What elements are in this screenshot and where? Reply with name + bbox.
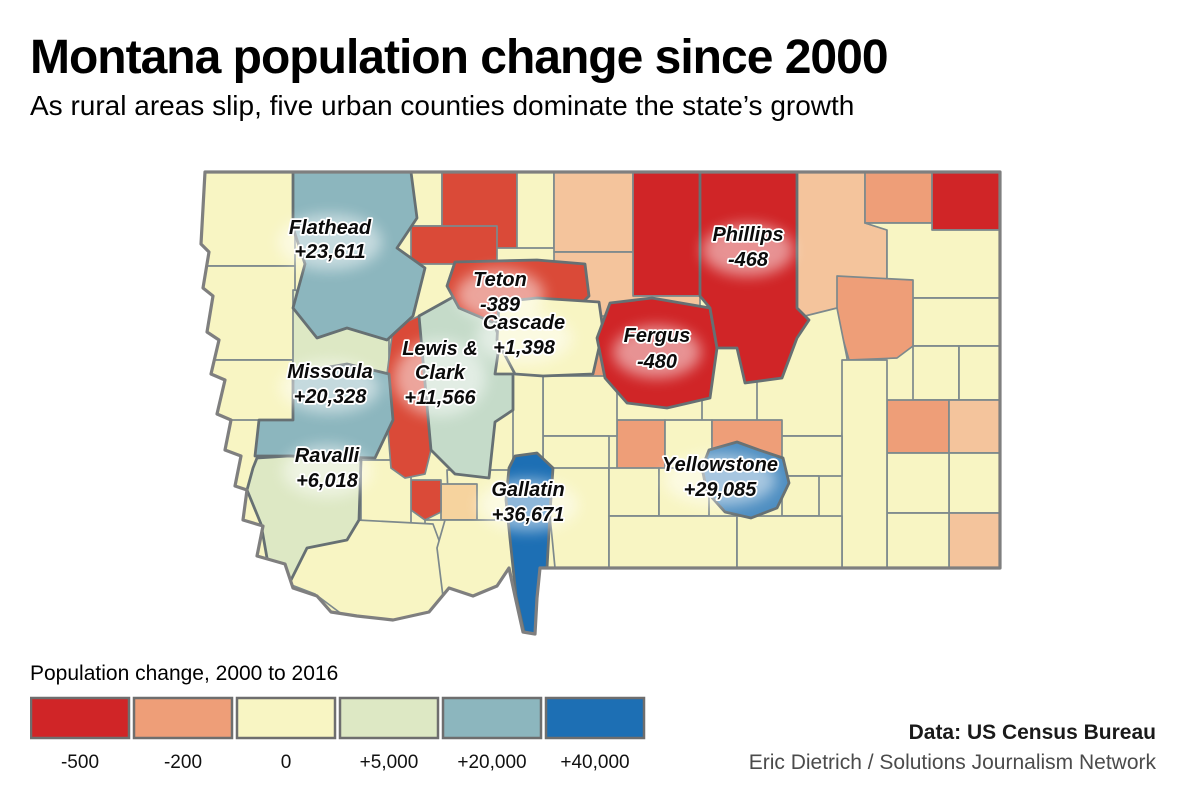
county-fallon-south — [948, 452, 1000, 514]
county-liberty — [516, 172, 555, 249]
county-hill — [553, 172, 634, 253]
county-sanders — [201, 265, 296, 361]
legend-label-6: +40,000 — [560, 752, 629, 773]
label-teton-name: Teton — [473, 269, 527, 291]
label-ravalli-name: Ravalli — [295, 445, 360, 467]
legend-swatch-5 — [441, 696, 543, 740]
county-sweet-grass — [608, 467, 660, 517]
label-fergus-name: Fergus — [624, 325, 691, 347]
county-fallon — [948, 399, 1000, 454]
legend-label-2: -200 — [164, 752, 202, 773]
county-powder-river — [886, 512, 950, 569]
legend-title: Population change, 2000 to 2016 — [30, 662, 339, 685]
label-yellowstone-value: +29,085 — [684, 479, 758, 501]
county-shields — [542, 435, 610, 471]
label-glow — [702, 224, 794, 276]
county-prairie — [886, 399, 950, 454]
label-glow — [664, 454, 776, 506]
label-lewis-clark-line2: Clark — [415, 362, 466, 384]
county-deer-lodge — [410, 479, 442, 521]
label-phillips-value: -468 — [728, 249, 769, 271]
label-glow — [456, 269, 544, 321]
label-glow — [476, 312, 572, 364]
county-madison — [436, 519, 516, 614]
label-lewis-clark-value: +11,566 — [404, 387, 476, 409]
county-richland — [912, 297, 1000, 347]
legend-swatch-6 — [544, 696, 646, 740]
byline: Eric Dietrich / Solutions Journalism Net… — [748, 751, 1156, 774]
label-glow — [283, 445, 371, 497]
county-labels: Flathead +23,611 Teton -389 Phillips -46… — [285, 215, 785, 528]
county-dawson — [912, 345, 960, 401]
label-glow — [280, 361, 380, 413]
credits: Data: US Census Bureau Eric Dietrich / S… — [749, 718, 1156, 778]
page-subtitle: As rural areas slip, five urban counties… — [30, 90, 855, 121]
label-flathead-value: +23,611 — [294, 241, 365, 263]
legend-label-3: 0 — [281, 752, 292, 773]
county-carbon — [608, 515, 738, 569]
legend-label-5: +20,000 — [457, 752, 526, 773]
county-wheatland — [616, 419, 666, 471]
label-cascade-name: Cascade — [483, 312, 565, 334]
county-pondera — [410, 225, 498, 265]
legend-swatch-1 — [29, 696, 131, 740]
label-lewis-clark-line1: Lewis & — [402, 338, 478, 360]
label-phillips-name: Phillips — [712, 224, 783, 246]
label-missoula-value: +20,328 — [294, 386, 368, 408]
county-custer — [886, 452, 950, 514]
label-flathead-name: Flathead — [289, 217, 372, 239]
county-wibaux — [958, 345, 1000, 401]
label-fergus-value: -480 — [637, 351, 677, 373]
label-gallatin-value: +36,671 — [492, 504, 565, 526]
legend-swatch-4 — [338, 696, 440, 740]
label-missoula-name: Missoula — [287, 361, 373, 383]
state-outline — [199, 170, 1002, 636]
county-blaine — [632, 172, 711, 297]
legend-svg: -500 -200 0 +5,000 +20,000 +40,000 — [29, 696, 646, 773]
county-sheridan — [931, 172, 1000, 231]
county-carter — [948, 512, 1000, 569]
legend: -500 -200 0 +5,000 +20,000 +40,000 — [29, 696, 650, 779]
county-big-horn — [736, 515, 843, 569]
map-svg: Flathead +23,611 Teton -389 Phillips -46… — [199, 170, 1002, 636]
label-glow — [613, 326, 701, 378]
county-anaconda — [440, 483, 478, 521]
legend-swatch-2 — [132, 696, 234, 740]
montana-choropleth-map: Flathead +23,611 Teton -389 Phillips -46… — [197, 168, 1003, 638]
label-yellowstone-name: Yellowstone — [662, 454, 778, 476]
data-source: Data: US Census Bureau — [908, 721, 1156, 744]
label-glow — [278, 214, 382, 270]
county-daniels — [864, 172, 933, 224]
label-gallatin-name: Gallatin — [491, 479, 564, 501]
county-rosebud — [841, 359, 888, 569]
label-glow — [394, 340, 486, 416]
county-lincoln — [201, 172, 296, 267]
label-cascade-value: +1,398 — [493, 337, 556, 359]
label-ravalli-value: +6,018 — [296, 470, 359, 492]
legend-swatch-3 — [235, 696, 337, 740]
label-glow — [478, 479, 578, 531]
county-meagher — [542, 375, 618, 437]
label-teton-value: -389 — [480, 294, 521, 316]
county-phillips — [698, 172, 811, 385]
page-title: Montana population change since 2000 — [30, 31, 889, 84]
legend-label-4: +5,000 — [360, 752, 419, 773]
county-mccone — [836, 275, 914, 361]
county-mineral — [201, 359, 294, 421]
legend-label-1: -500 — [61, 752, 99, 773]
